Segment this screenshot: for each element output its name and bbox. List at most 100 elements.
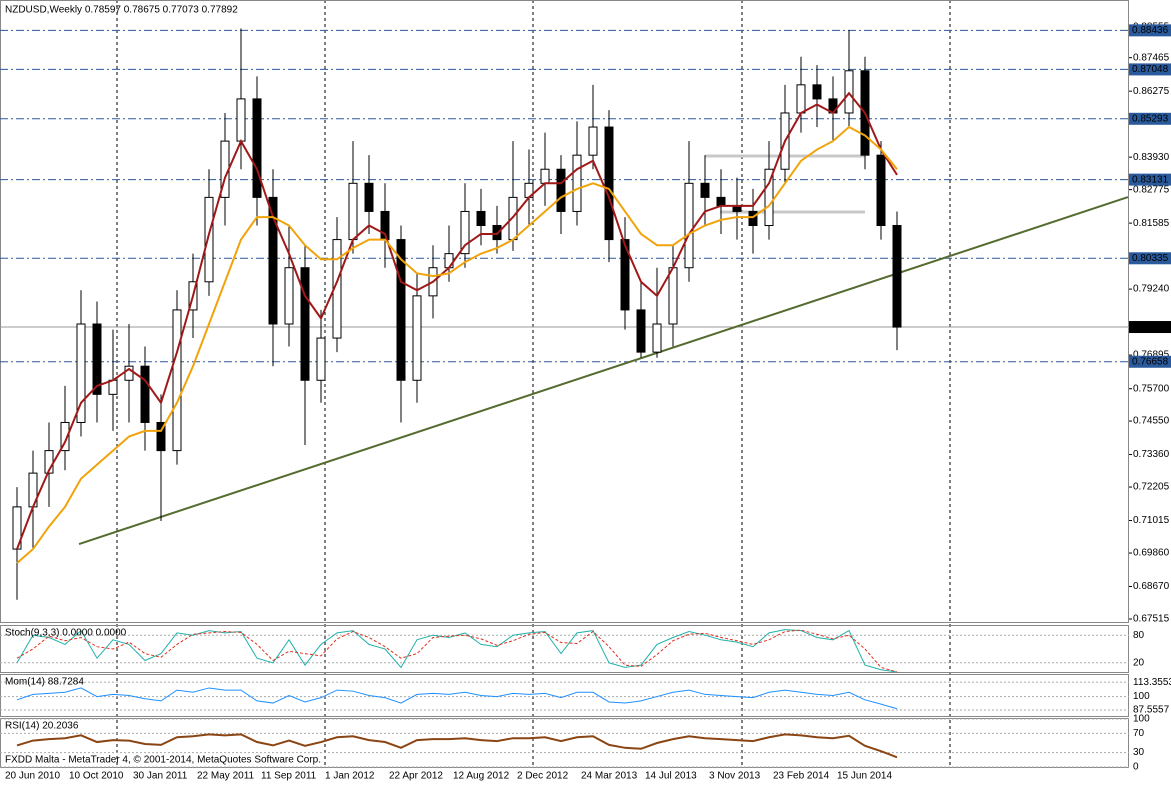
candle-body (764, 168, 774, 227)
x-tick-label: 1 Jan 2012 (325, 771, 375, 782)
candle-body (700, 182, 710, 198)
indicator-tick-label: 100 (1133, 691, 1150, 702)
candle-body (876, 154, 886, 227)
current-price-label: 0.77892 (1132, 322, 1169, 333)
candle-body (652, 323, 662, 353)
candle-body (812, 84, 822, 100)
candle-body (636, 309, 646, 353)
moving-average (16, 91, 898, 550)
x-tick-label: 14 Jul 2013 (645, 771, 697, 782)
x-tick-label: 22 May 2011 (197, 771, 255, 782)
indicator-tick-label: 0 (1133, 762, 1139, 773)
indicator-line (16, 629, 898, 673)
candle-body (668, 267, 678, 325)
candle-body (556, 168, 566, 212)
candle-body (364, 182, 374, 212)
level-label-bg (1129, 252, 1171, 265)
candle-body (892, 225, 902, 328)
indicator-title: Mom(14) 88.7284 (5, 677, 84, 688)
candle-body (268, 196, 278, 325)
candle-body (60, 421, 70, 452)
candle-body (156, 421, 166, 452)
moving-average (16, 125, 898, 564)
candle-body (396, 239, 406, 381)
indicator-tick-label: 30 (1133, 747, 1145, 758)
level-label: 0.83131 (1132, 174, 1169, 185)
candle-body (748, 210, 758, 227)
level-label: 0.88436 (1132, 25, 1169, 36)
y-tick-label: 0.74550 (1133, 416, 1170, 427)
x-tick-label: 20 Jun 2010 (5, 771, 60, 782)
candle-body (620, 239, 630, 311)
indicator-title: Stoch(9,3,3) 0.0000 0.0000 (5, 628, 127, 639)
indicator-title: RSI(14) 20.2036 (5, 721, 79, 732)
level-label-bg (1129, 355, 1171, 368)
level-label: 0.76658 (1132, 356, 1169, 367)
x-tick-label: 23 Feb 2014 (773, 771, 830, 782)
x-tick-label: 11 Sep 2011 (261, 771, 317, 782)
trendline (78, 196, 1129, 545)
candle-body (540, 168, 550, 184)
candle-body (124, 365, 134, 381)
level-label-bg (1129, 173, 1171, 186)
x-tick-label: 30 Jan 2011 (133, 771, 188, 782)
candle-body (172, 309, 182, 452)
candle-body (796, 84, 806, 114)
x-tick-label: 2 Dec 2012 (517, 771, 569, 782)
candle-body (476, 210, 486, 227)
candle-body (460, 210, 470, 255)
x-tick-label: 10 Oct 2010 (69, 771, 124, 782)
y-tick-label: 0.86275 (1133, 86, 1170, 97)
candle-body (284, 267, 294, 325)
candle-body (588, 126, 598, 156)
candle-body (348, 182, 358, 241)
footer: FXDD Malta - MetaTrader 4, © 2001-2014, … (5, 755, 321, 766)
candle-body (572, 154, 582, 212)
y-tick-label: 0.81585 (1133, 218, 1170, 229)
level-label: 0.80335 (1132, 253, 1169, 264)
mom-panel-border (0, 674, 1129, 717)
y-tick-label: 0.73360 (1133, 449, 1170, 460)
y-tick-label: 0.69860 (1133, 548, 1170, 559)
x-tick-label: 15 Jun 2014 (837, 771, 892, 782)
level-label-bg (1129, 63, 1171, 76)
candle-body (300, 267, 310, 381)
indicator-tick-label: 70 (1133, 728, 1145, 739)
y-tick-label: 0.87465 (1133, 52, 1170, 63)
y-tick-label: 0.72205 (1133, 482, 1170, 493)
candle-body (252, 98, 262, 198)
y-tick-label: 0.68670 (1133, 581, 1170, 592)
x-tick-label: 12 Aug 2012 (453, 771, 510, 782)
y-tick-label: 0.83930 (1133, 152, 1170, 163)
candle-body (92, 323, 102, 395)
main-panel-border (0, 0, 1129, 623)
y-tick-label: 0.71015 (1133, 515, 1170, 526)
y-tick-label: 0.67515 (1133, 614, 1170, 625)
level-label: 0.85293 (1132, 113, 1169, 124)
level-label: 0.87048 (1132, 64, 1169, 75)
indicator-tick-label: 113.3553 (1133, 677, 1171, 688)
candle-body (684, 182, 694, 269)
y-tick-label: 0.79240 (1133, 284, 1170, 295)
y-tick-label: 0.75700 (1133, 383, 1170, 394)
x-tick-label: 22 Apr 2012 (389, 771, 443, 782)
candle-body (236, 98, 246, 142)
x-tick-label: 24 Mar 2013 (581, 771, 638, 782)
y-tick-label: 0.82775 (1133, 184, 1170, 195)
chart-title: NZDUSD,Weekly 0.78597 0.78675 0.77073 0.… (5, 5, 238, 16)
candle-body (76, 323, 86, 423)
candle-body (108, 379, 118, 395)
candle-body (412, 295, 422, 381)
candle-body (604, 126, 614, 241)
candle-body (716, 196, 726, 207)
current-price-bg (1129, 321, 1171, 334)
candle-body (444, 253, 454, 269)
y-tick-label: 0.76895 (1133, 350, 1170, 361)
indicator-line (16, 733, 898, 759)
candle-body (204, 196, 214, 283)
level-label-bg (1129, 24, 1171, 37)
indicator-tick-label: 87.5557 (1133, 705, 1170, 716)
